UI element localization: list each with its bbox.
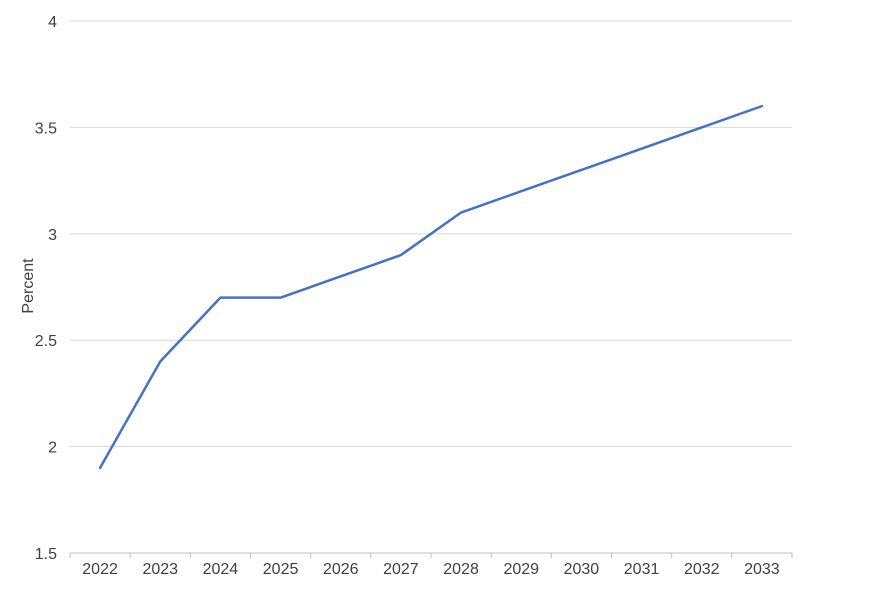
x-tick-label: 2033 <box>744 561 780 578</box>
y-axis-tick-labels: 1.5 2 2.5 3 3.5 4 <box>35 14 57 563</box>
x-tick-label: 2022 <box>82 561 118 578</box>
x-tick-label: 2028 <box>443 561 479 578</box>
series-lines <box>98 104 764 470</box>
y-axis-title: Percent <box>20 258 37 314</box>
x-tick-label: 2023 <box>142 561 178 578</box>
x-axis <box>69 552 793 558</box>
y-tick-label: 4 <box>48 14 57 31</box>
x-tick-label: 2027 <box>383 561 419 578</box>
x-tick-label: 2030 <box>564 561 600 578</box>
series-line <box>98 104 764 470</box>
x-tick-label: 2025 <box>263 561 299 578</box>
x-tick-label: 2031 <box>624 561 660 578</box>
x-axis-tick-labels: 2022 2023 2024 2025 2026 2027 2028 2029 2030 2031… <box>82 561 780 578</box>
y-tick-label: 2 <box>48 440 57 457</box>
y-tick-label: 3.5 <box>35 120 57 137</box>
x-tick-label: 2029 <box>503 561 539 578</box>
y-tick-label: 3 <box>48 227 57 244</box>
y-tick-label: 2.5 <box>35 333 57 350</box>
x-tick-label: 2026 <box>323 561 359 578</box>
y-tick-label: 1.5 <box>35 546 57 563</box>
x-tick-label: 2032 <box>684 561 720 578</box>
x-tick-label: 2024 <box>203 561 239 578</box>
